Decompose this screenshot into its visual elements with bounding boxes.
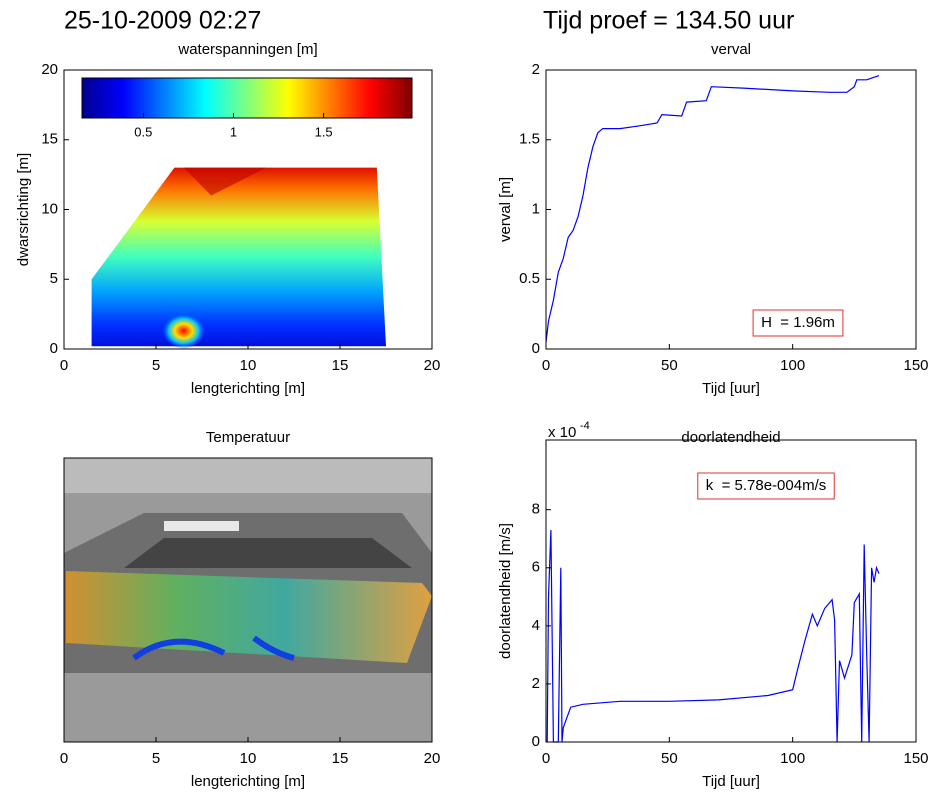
y-tick-label: 5 xyxy=(50,270,58,287)
y-axis-label: verval [m] xyxy=(497,177,514,242)
colorbar-tick-label: 0.5 xyxy=(134,124,152,139)
pressure-high xyxy=(183,167,267,196)
y-tick-label: 1.5 xyxy=(519,131,540,148)
annotation-box xyxy=(752,309,844,337)
annotation-box xyxy=(697,472,835,500)
axes-frame xyxy=(545,439,917,743)
x-axis-label: Tijd [uur] xyxy=(702,380,760,397)
x-tick-label: 0 xyxy=(60,357,68,374)
thermal-object xyxy=(164,521,239,531)
axes-title: doorlatendheid xyxy=(681,429,780,446)
y-tick-label: 10 xyxy=(41,200,58,217)
x-tick-label: 15 xyxy=(332,750,349,767)
x-tick-label: 20 xyxy=(424,357,441,374)
axes-title: Temperatuur xyxy=(206,429,290,446)
x-axis-label: Tijd [uur] xyxy=(702,773,760,790)
pressure-field xyxy=(91,167,386,347)
x-tick-label: 50 xyxy=(661,750,678,767)
x-tick-label: 50 xyxy=(661,357,678,374)
colorbar-tick-label: 1 xyxy=(230,124,237,139)
pressure-spot xyxy=(161,312,206,349)
x-tick-label: 0 xyxy=(542,357,550,374)
y-tick-label: 2 xyxy=(532,61,540,78)
thermal-channel xyxy=(132,635,295,661)
axes-title: waterspanningen [m] xyxy=(177,41,317,58)
y-tick-label: 8 xyxy=(532,501,540,518)
x-tick-label: 150 xyxy=(903,357,928,374)
y-axis-label: dwarsrichting [m] xyxy=(15,153,32,266)
plot-area xyxy=(546,70,916,349)
data-line xyxy=(545,75,880,343)
y-axis-label: doorlatendheid [m/s] xyxy=(497,523,514,659)
data-line xyxy=(546,529,880,743)
x-tick-label: 100 xyxy=(780,750,805,767)
thermal-bg-top xyxy=(64,458,432,493)
y-tick-label: 6 xyxy=(532,559,540,576)
y-tick-label: 0 xyxy=(532,733,540,750)
axes-title: verval xyxy=(711,41,751,58)
annotation: k = 5.78e-004m/s xyxy=(706,477,826,494)
y-tick-label: 4 xyxy=(532,617,540,634)
thermal-dark xyxy=(124,538,412,568)
x-tick-label: 100 xyxy=(780,357,805,374)
date: 25-10-2009 02:27 xyxy=(64,7,261,35)
exponent-base: x 10 xyxy=(548,424,576,441)
y-tick-label: 0 xyxy=(532,340,540,357)
y-tick-label: 15 xyxy=(41,131,58,148)
colorbar xyxy=(81,77,413,119)
annotation: H = 1.96m xyxy=(761,314,835,331)
colorbar-tick-label: 1.5 xyxy=(315,124,333,139)
x-tick-label: 20 xyxy=(424,750,441,767)
x-axis-label: lengterichting [m] xyxy=(191,380,305,397)
y-tick-label: 20 xyxy=(41,61,58,78)
x-tick-label: 0 xyxy=(542,750,550,767)
exponent-power: -4 xyxy=(580,420,590,432)
x-axis-label: lengterichting [m] xyxy=(191,773,305,790)
y-tick-label: 0.5 xyxy=(519,270,540,287)
x-tick-label: 0 xyxy=(60,750,68,767)
x-tick-label: 10 xyxy=(240,357,257,374)
x-tick-label: 15 xyxy=(332,357,349,374)
y-tick-label: 2 xyxy=(532,675,540,692)
y-tick-label: 0 xyxy=(50,340,58,357)
x-tick-label: 10 xyxy=(240,750,257,767)
y-tick-label: 1 xyxy=(532,200,540,217)
thermal-dike xyxy=(66,571,432,663)
x-tick-label: 150 xyxy=(903,750,928,767)
x-tick-label: 5 xyxy=(152,750,160,767)
x-tick-label: 5 xyxy=(152,357,160,374)
test-time: Tijd proef = 134.50 uur xyxy=(543,7,794,35)
